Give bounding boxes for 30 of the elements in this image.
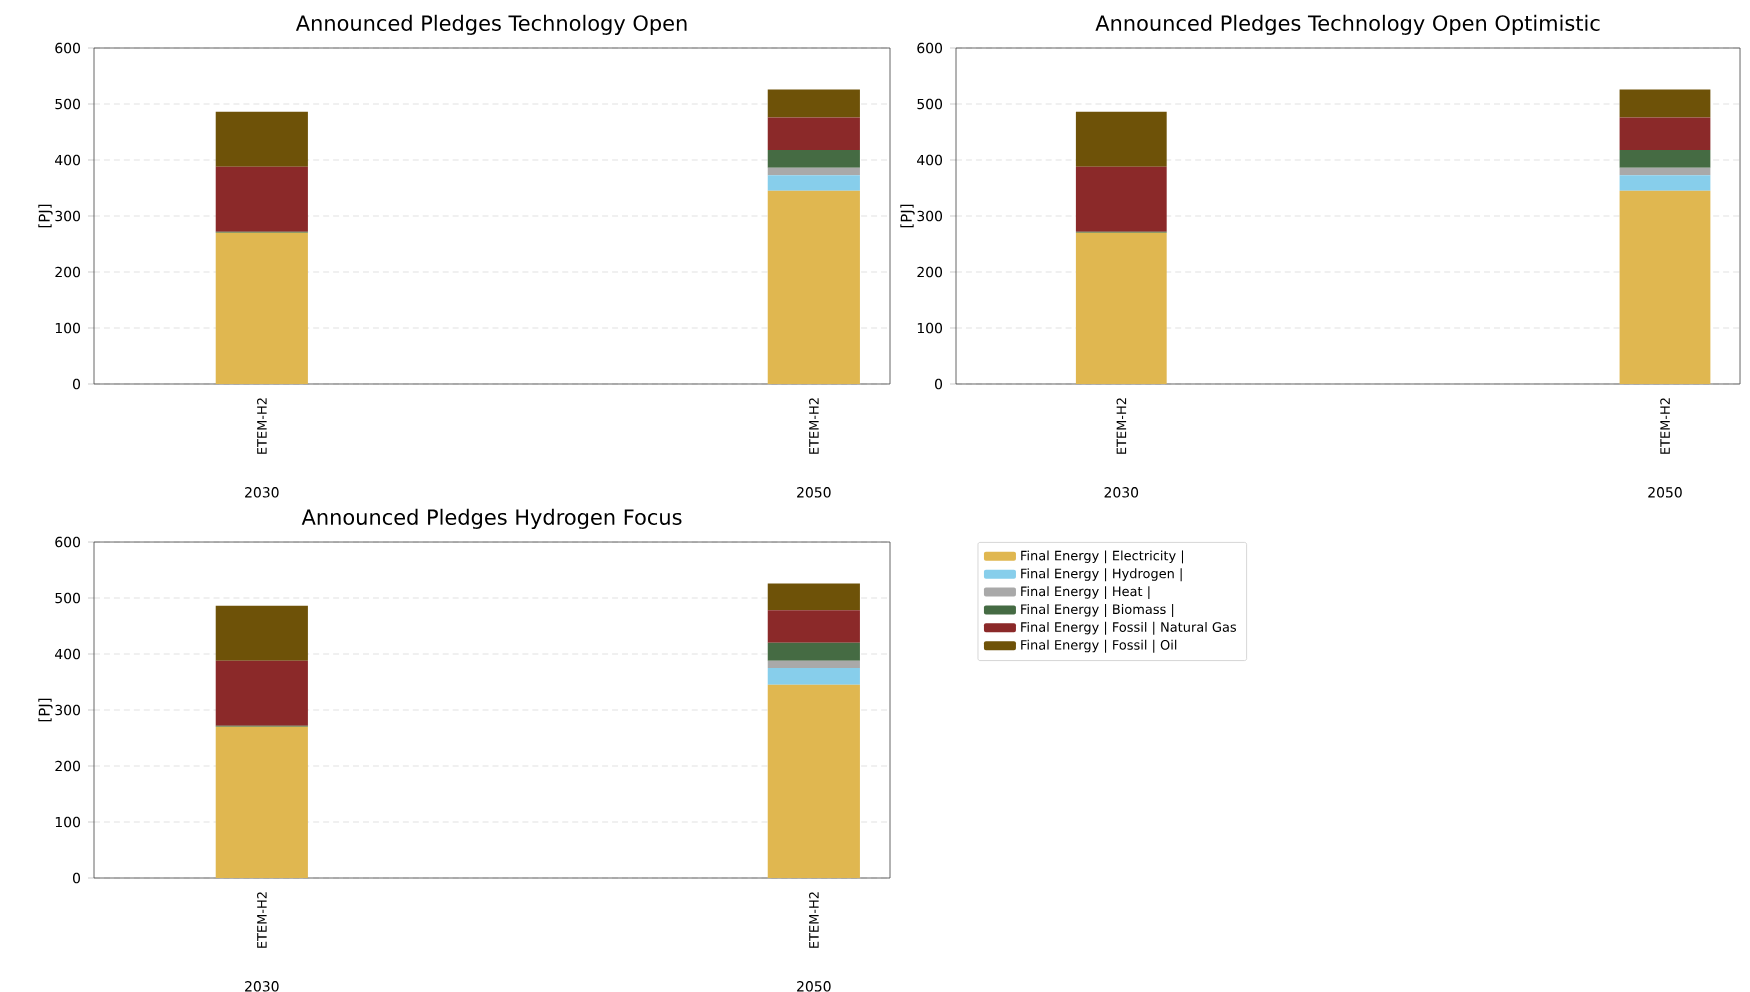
chart-title: Announced Pledges Hydrogen Focus (301, 508, 682, 530)
bar (767, 610, 860, 643)
bar (215, 166, 308, 232)
bar (767, 642, 860, 661)
chart-title: Announced Pledges Technology Open Optimistic (1095, 14, 1600, 35)
bar (215, 660, 308, 726)
bar (767, 190, 860, 384)
bar (767, 89, 860, 118)
chart-title: Announced Pledges Technology Open (295, 14, 687, 35)
bar (1619, 89, 1711, 118)
bar (767, 117, 860, 150)
bar (767, 583, 860, 611)
bar (215, 111, 308, 167)
bar (1619, 117, 1711, 150)
bar (767, 660, 860, 669)
bar (215, 232, 308, 384)
bar (767, 175, 860, 191)
bar (767, 167, 860, 176)
bar (1619, 175, 1711, 191)
bar (215, 605, 308, 661)
bar (215, 726, 308, 878)
bar (767, 149, 860, 168)
bar (1619, 149, 1711, 168)
bar (1075, 111, 1167, 167)
bar (767, 668, 860, 685)
bar (1075, 232, 1167, 384)
bar (1619, 190, 1711, 384)
bar (1619, 167, 1711, 176)
bar (1075, 166, 1167, 232)
bar (767, 684, 860, 878)
